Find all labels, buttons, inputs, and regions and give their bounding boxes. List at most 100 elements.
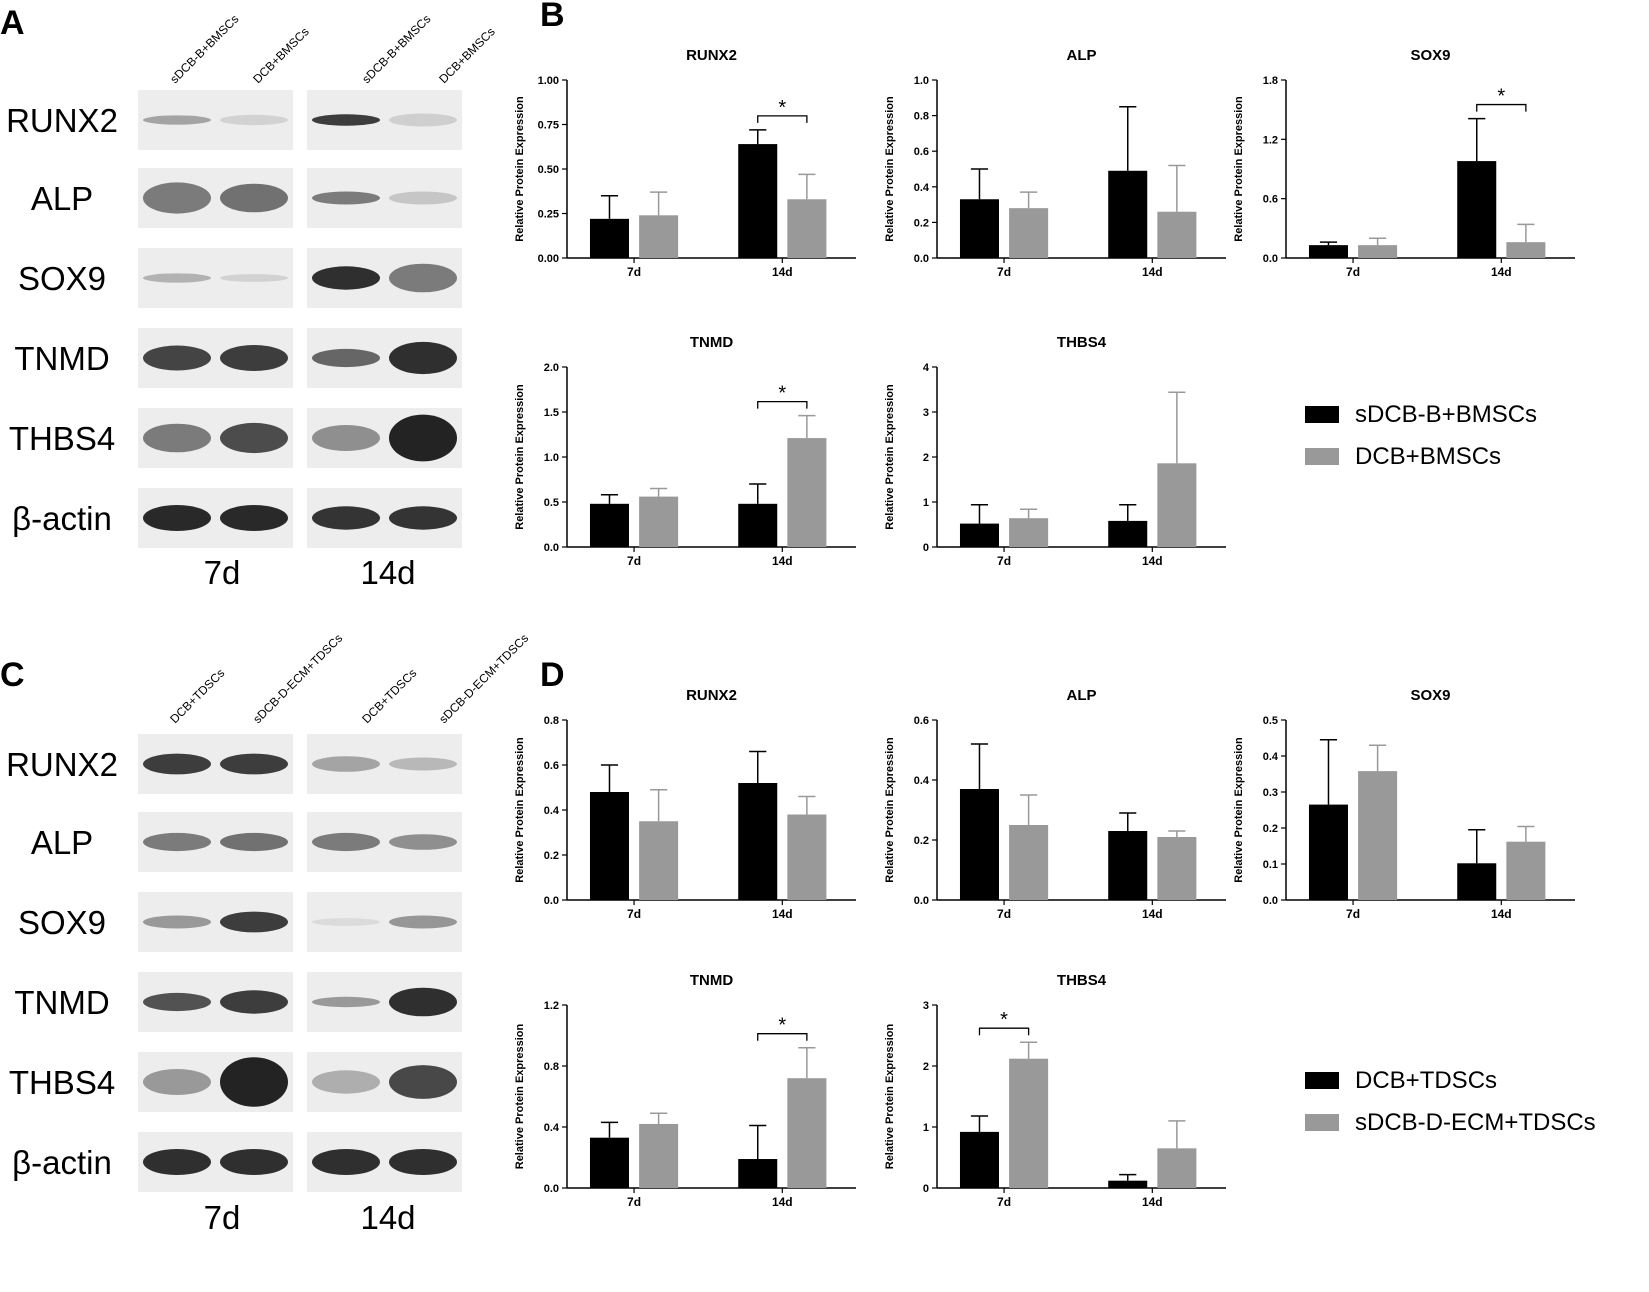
y-tick-label: 0.6	[544, 760, 559, 772]
y-tick-label: 0.8	[914, 111, 929, 123]
blot-strip	[307, 90, 462, 150]
y-tick-label: 4	[923, 362, 930, 374]
y-tick-label: 0.0	[544, 1183, 559, 1195]
y-tick-label: 0.8	[544, 1061, 559, 1073]
blot-strip	[138, 488, 293, 548]
protein-band	[143, 1069, 211, 1095]
chart-title: THBS4	[1057, 334, 1107, 351]
y-tick-label: 0.0	[914, 895, 929, 907]
bar	[787, 814, 827, 900]
blot-strip	[307, 488, 462, 548]
bracket-line	[757, 400, 808, 409]
bar-chart-d-tnmd: TNMD Relative Protein Expression 0.0 0.4 0.8…	[514, 972, 856, 1209]
bar	[787, 199, 827, 258]
blot-strip	[307, 248, 462, 308]
legend-item: DCB+BMSCs	[1305, 443, 1501, 470]
protein-band	[220, 114, 288, 126]
x-tick-label: 14d	[1142, 1195, 1163, 1209]
bar	[1308, 804, 1348, 900]
bar	[639, 1123, 679, 1188]
bar	[1506, 841, 1546, 900]
y-tick-label: 0	[923, 1183, 929, 1195]
significance-star: *	[778, 1015, 786, 1037]
bracket-line	[757, 115, 808, 123]
blot-strip	[307, 408, 462, 468]
blot-strip	[138, 972, 293, 1032]
significance-bracket: *	[757, 383, 808, 409]
y-tick-label: 0.00	[538, 253, 559, 265]
y-axis-label: Relative Protein Expression	[1233, 96, 1245, 242]
y-axis-label: Relative Protein Expression	[884, 384, 896, 530]
y-tick-label: 0.8	[544, 715, 559, 727]
legend-swatch	[1305, 1072, 1339, 1089]
x-tick-label: 14d	[1142, 265, 1163, 279]
y-tick-label: 0.0	[1263, 253, 1278, 265]
x-tick-label: 7d	[997, 554, 1011, 568]
protein-band	[220, 274, 288, 282]
bar	[1157, 837, 1197, 900]
y-axis-label: Relative Protein Expression	[1233, 737, 1245, 883]
blot-strip	[138, 248, 293, 308]
time-label: 7d	[204, 554, 241, 591]
band-label: SOX9	[18, 260, 106, 297]
x-tick-label: 14d	[772, 554, 793, 568]
significance-star: *	[778, 97, 786, 119]
lane-label: sDCB-B+BMSCs	[359, 12, 433, 86]
x-tick-label: 7d	[997, 265, 1011, 279]
protein-band	[143, 505, 211, 531]
protein-band	[143, 273, 211, 283]
bar	[1009, 518, 1049, 547]
y-tick-label: 3	[923, 407, 929, 419]
band-label: THBS4	[9, 1064, 115, 1101]
protein-band	[143, 182, 211, 214]
y-axis-label: Relative Protein Expression	[514, 737, 526, 883]
significance-bracket: *	[1476, 86, 1527, 112]
y-tick-label: 0.2	[914, 835, 929, 847]
protein-band	[389, 506, 457, 530]
bracket-line	[978, 1027, 1030, 1036]
significance-star: *	[1000, 1009, 1008, 1031]
bar-chart-b-thbs4: THBS4 Relative Protein Expression 0 1 2 3 4 7d 1…	[884, 334, 1226, 568]
bar	[959, 1131, 999, 1188]
y-tick-label: 0.2	[914, 217, 929, 229]
y-tick-label: 1.2	[544, 1000, 559, 1012]
y-axis-label: Relative Protein Expression	[514, 384, 526, 530]
y-axis-label: Relative Protein Expression	[884, 737, 896, 883]
y-axis-label: Relative Protein Expression	[514, 1023, 526, 1169]
y-tick-label: 0.0	[1263, 895, 1278, 907]
lane-label: sDCB-D-ECM+TDSCs	[250, 631, 345, 726]
y-tick-label: 0.4	[914, 775, 930, 787]
lane-label: sDCB-B+BMSCs	[167, 12, 241, 86]
bar	[1358, 771, 1398, 900]
x-tick-label: 7d	[997, 1195, 1011, 1209]
panel-letter-b: B	[540, 0, 565, 34]
y-tick-label: 0.4	[914, 182, 930, 194]
x-tick-label: 14d	[1491, 265, 1512, 279]
y-tick-label: 0.2	[1263, 823, 1278, 835]
y-tick-label: 0.6	[914, 146, 929, 158]
legend-item: DCB+TDSCs	[1305, 1067, 1497, 1094]
y-tick-label: 0.50	[538, 164, 559, 176]
bar	[1108, 520, 1148, 547]
lane-label: DCB+TDSCs	[359, 666, 419, 726]
blot-strip	[138, 1052, 293, 1112]
blot-strip	[138, 408, 293, 468]
bar	[1009, 825, 1049, 900]
protein-band	[143, 992, 211, 1012]
bar-chart-b-tnmd: TNMD Relative Protein Expression 0.0 0.5 1.0…	[514, 334, 856, 568]
blot-strip	[138, 812, 293, 872]
y-tick-label: 2.0	[544, 362, 559, 374]
band-label: SOX9	[18, 904, 106, 941]
western-blot-panel-c: C DCB+TDSCs sDCB-D-ECM+TDSCs DCB+TDSCs sDCB-…	[0, 631, 531, 1236]
protein-band	[312, 1070, 380, 1094]
bar	[959, 199, 999, 258]
y-tick-label: 0.5	[1263, 715, 1278, 727]
y-tick-label: 1	[923, 1122, 929, 1134]
bar	[1108, 170, 1148, 258]
x-tick-label: 14d	[1142, 554, 1163, 568]
legend-swatch	[1305, 1114, 1339, 1131]
protein-band	[312, 425, 380, 451]
bar	[738, 503, 778, 547]
bar	[1358, 245, 1398, 258]
legend: DCB+TDSCs sDCB-D-ECM+TDSCs	[1305, 1067, 1596, 1136]
